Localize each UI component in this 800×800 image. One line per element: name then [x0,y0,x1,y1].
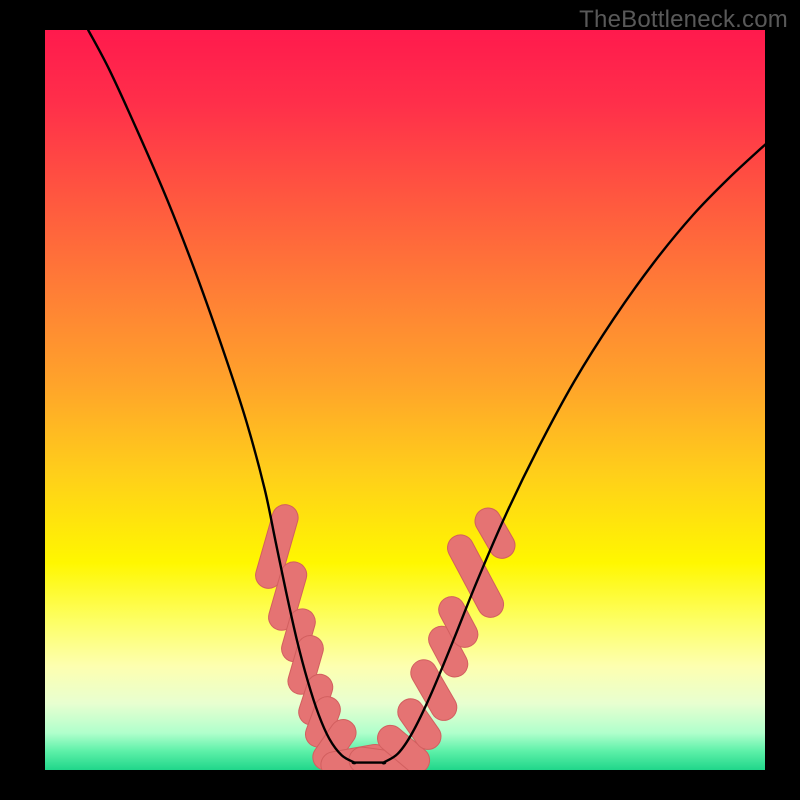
chart-canvas: TheBottleneck.com [0,0,800,800]
plot-area [45,30,765,770]
gradient-background [45,30,765,770]
